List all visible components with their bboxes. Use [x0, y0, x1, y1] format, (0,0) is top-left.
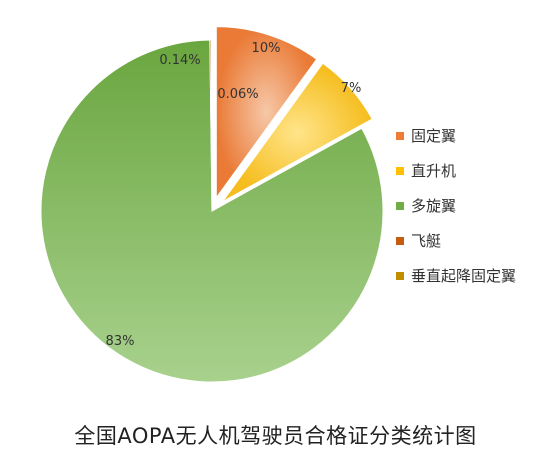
legend-label: 垂直起降固定翼 — [411, 267, 517, 285]
legend-label: 直升机 — [411, 162, 457, 180]
legend-swatch — [396, 201, 404, 210]
data-label-fixed-wing: 10% — [252, 41, 281, 56]
data-label-helicopter: 7% — [341, 81, 362, 96]
data-label-vtol-fixed-wing: 0.06% — [217, 87, 258, 102]
data-label-airship: 0.14% — [159, 53, 200, 68]
legend-item-multirotor: 多旋翼 — [396, 188, 516, 223]
legend-swatch — [396, 131, 404, 140]
pie-slice-fixed-wing — [215, 26, 318, 200]
legend-item-vtol-fixed-wing: 垂直起降固定翼 — [396, 258, 516, 293]
chart-title: 全国AOPA无人机驾驶员合格证分类统计图 — [74, 424, 477, 448]
legend-item-fixed-wing: 固定翼 — [396, 118, 516, 153]
pie-slice-helicopter — [222, 62, 373, 203]
legend-item-airship: 飞艇 — [396, 223, 516, 258]
legend-swatch — [396, 236, 404, 245]
legend-label: 多旋翼 — [411, 197, 457, 215]
legend-item-helicopter: 直升机 — [396, 153, 516, 188]
legend-swatch — [396, 271, 404, 280]
data-label-multirotor: 83% — [106, 334, 135, 349]
legend: 固定翼 直升机 多旋翼 飞艇 垂直起降固定翼 — [396, 118, 516, 293]
legend-label: 飞艇 — [411, 232, 442, 250]
pie-chart: 10% 7% 83% 0.14% 0.06% — [40, 26, 384, 383]
legend-label: 固定翼 — [411, 127, 457, 145]
legend-swatch — [396, 166, 404, 175]
pie-slice-vtol-fixed-wing — [210, 39, 213, 212]
